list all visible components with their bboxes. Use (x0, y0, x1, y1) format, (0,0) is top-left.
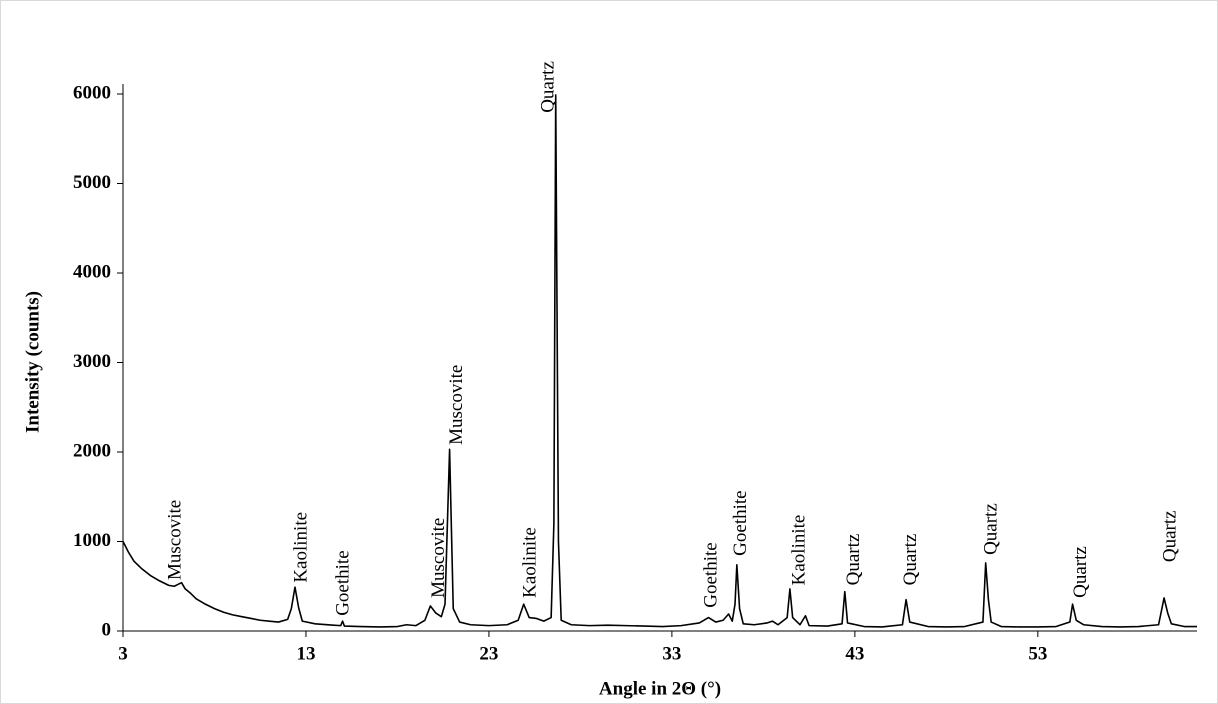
peak-label: Quartz (980, 503, 1001, 555)
peak-label: Muscovite (446, 365, 467, 445)
peak-label: Quartz (843, 534, 864, 586)
y-tick-label: 5000 (73, 172, 111, 193)
x-tick-label: 23 (479, 643, 498, 664)
peak-label: Goethite (333, 550, 354, 615)
y-tick-label: 2000 (73, 440, 111, 461)
peak-label: Quartz (1160, 510, 1181, 562)
x-tick-label: 53 (1028, 643, 1047, 664)
x-tick-label: 3 (118, 643, 128, 664)
peak-label: Goethite (701, 542, 722, 607)
peak-label: Quartz (1070, 546, 1091, 598)
peak-label: Quartz (900, 534, 921, 586)
x-tick-label: 43 (845, 643, 864, 664)
peak-label: Quartz (538, 61, 559, 113)
x-tick-label: 13 (296, 643, 315, 664)
peak-label: Kaolinite (291, 512, 312, 583)
y-tick-label: 6000 (73, 82, 111, 103)
peak-label: Kaolinite (519, 527, 540, 598)
xrd-line (122, 94, 1197, 628)
y-axis-title: Intensity (counts) (22, 291, 43, 433)
peak-label: Muscovite (164, 500, 185, 580)
y-tick-label: 0 (102, 619, 112, 640)
y-tick-label: 3000 (73, 351, 111, 372)
peak-label: Goethite (730, 490, 751, 555)
x-axis-title: Angle in 2Θ (°) (599, 678, 721, 699)
y-tick-label: 1000 (73, 530, 111, 551)
x-tick-label: 33 (662, 643, 681, 664)
peak-label: Kaolinite (788, 515, 809, 586)
peak-label: Muscovite (428, 518, 449, 598)
y-tick-label: 4000 (73, 261, 111, 282)
